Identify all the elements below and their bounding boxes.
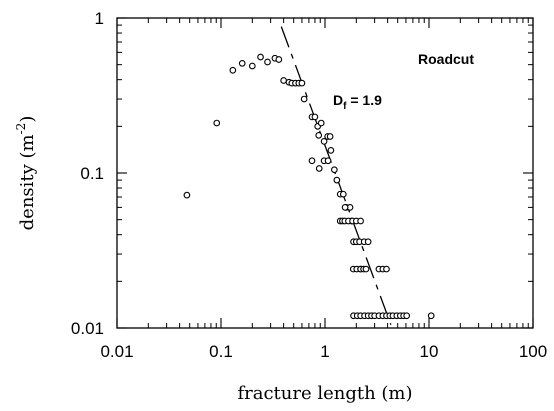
data-point [257, 53, 264, 61]
data-point [427, 312, 435, 320]
data-point [238, 59, 246, 67]
fit-line-group [280, 26, 392, 325]
y-tick-label: 1 [95, 9, 104, 28]
y-axis-label-exponent: -2 [14, 123, 28, 135]
data-point [317, 119, 325, 127]
data-point [298, 79, 306, 87]
data-points-group [183, 53, 435, 320]
data-point [383, 265, 390, 273]
fit-label-main: D [333, 92, 343, 108]
y-tick-labels: 0.01 0.1 1 [71, 9, 104, 338]
x-tick-label: 0.1 [209, 342, 233, 361]
data-point [311, 113, 319, 121]
y-axis-label-main: density (m [17, 134, 38, 230]
y-tick-label: 0.01 [71, 319, 104, 338]
data-point [364, 238, 372, 246]
ticks-group [116, 17, 534, 329]
data-point [315, 131, 323, 139]
data-point [339, 190, 347, 198]
data-point [341, 204, 349, 211]
data-point [213, 119, 221, 127]
data-point [300, 95, 308, 103]
x-tick-label: 100 [519, 342, 547, 361]
data-point [320, 138, 328, 145]
roadcut-label: Roadcut [418, 51, 474, 67]
data-point [264, 58, 271, 66]
x-tick-label: 0.01 [100, 342, 133, 361]
data-point [331, 166, 338, 174]
y-axis-label: density (m-2) [14, 116, 38, 231]
data-point [280, 77, 287, 84]
data-point [275, 56, 283, 63]
x-tick-label: 10 [420, 342, 439, 361]
data-point [362, 265, 370, 273]
data-point [333, 176, 341, 184]
data-point [403, 312, 411, 320]
y-axis-label-close: ) [17, 116, 38, 123]
data-point [327, 147, 335, 154]
data-point [308, 157, 316, 165]
data-point [326, 133, 334, 140]
x-tick-labels: 0.01 0.1 1 10 100 [100, 342, 547, 361]
x-axis-label: fracture length (m) [237, 383, 412, 404]
data-point [248, 62, 256, 70]
fit-label-rest: = 1.9 [346, 92, 382, 108]
fit-label-subscript: f [343, 101, 347, 112]
fit-line [280, 26, 392, 325]
data-point [315, 165, 323, 172]
data-point [324, 157, 332, 165]
data-point [229, 66, 237, 74]
data-point [357, 217, 364, 225]
svg-text:density (m-2): density (m-2) [14, 116, 38, 231]
fit-label: Df = 1.9 [333, 92, 382, 112]
y-tick-label: 0.1 [80, 164, 104, 183]
x-tick-label: 1 [320, 342, 329, 361]
data-point [183, 191, 191, 199]
